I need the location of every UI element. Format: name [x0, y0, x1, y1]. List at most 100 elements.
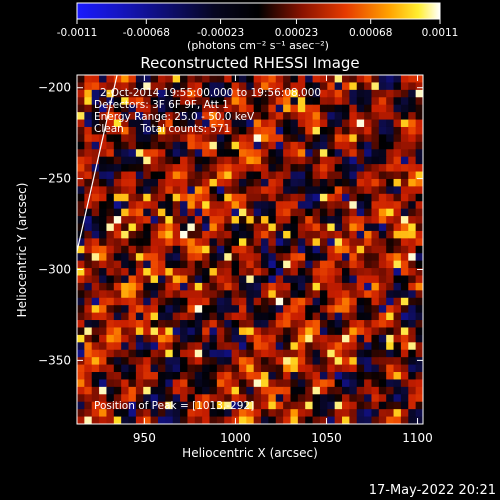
heatmap-cell [77, 416, 85, 424]
heatmap-cell [371, 149, 380, 158]
heatmap-cell [84, 372, 93, 380]
heatmap-cell [180, 89, 188, 98]
heatmap-cell [386, 238, 394, 247]
heatmap-cell [121, 409, 129, 417]
heatmap-cell [187, 186, 196, 195]
heatmap-cell [113, 119, 122, 128]
heatmap-cell [216, 253, 225, 262]
heatmap-cell [157, 342, 166, 351]
heatmap-cell [275, 82, 284, 91]
heatmap-cell [268, 119, 277, 128]
heatmap-cell [143, 386, 152, 395]
heatmap-cell [342, 208, 350, 217]
heatmap-cell [121, 290, 129, 299]
heatmap-cell [121, 312, 129, 321]
heatmap-cell [356, 349, 365, 358]
heatmap-cell [128, 97, 137, 106]
heatmap-cell [305, 357, 313, 365]
heatmap-cell [157, 156, 166, 165]
heatmap-cell [356, 386, 365, 395]
heatmap-cell [356, 290, 365, 299]
heatmap-cell [371, 305, 380, 314]
heatmap-cell [231, 282, 240, 291]
heatmap-cell [290, 119, 299, 128]
heatmap-cell [261, 409, 269, 417]
heatmap-cell [261, 394, 269, 403]
heatmap-cell [202, 164, 210, 172]
heatmap-cell [128, 357, 137, 365]
heatmap-cell [165, 327, 174, 336]
heatmap-cell [150, 208, 159, 217]
colorbar-gradient [76, 2, 441, 20]
heatmap-cell [371, 104, 380, 113]
heatmap-cell [106, 290, 115, 299]
heatmap-cell [253, 216, 262, 224]
heatmap-cell [393, 201, 402, 210]
heatmap-cell [224, 104, 232, 113]
heatmap-cell [84, 201, 93, 210]
heatmap-cell [91, 104, 100, 113]
heatmap-cell [216, 342, 225, 351]
heatmap-cell [334, 208, 343, 217]
heatmap-cell [231, 268, 240, 276]
heatmap-cell [364, 126, 372, 135]
heatmap-cell [268, 245, 277, 254]
heatmap-cell [253, 164, 262, 172]
heatmap-cell [202, 342, 210, 351]
heatmap-cell [143, 156, 152, 165]
heatmap-cell [128, 312, 137, 321]
heatmap-cell [268, 282, 277, 291]
heatmap-cell [253, 82, 262, 91]
heatmap-cell [275, 394, 284, 403]
heatmap-cell [121, 394, 129, 403]
heatmap-cell [99, 312, 107, 321]
heatmap-cell [327, 290, 336, 299]
heatmap-cell [157, 104, 166, 113]
heatmap-cell [231, 178, 240, 187]
colorbar-tick-label: 0.00068 [349, 27, 392, 39]
heatmap-cell [349, 112, 358, 120]
heatmap-cell [91, 193, 100, 202]
heatmap-cell [283, 89, 291, 98]
heatmap-cell [202, 104, 210, 113]
heatmap-cell [378, 312, 387, 321]
heatmap-cell [268, 364, 277, 373]
heatmap-cell [408, 290, 417, 299]
heatmap-cell [84, 208, 93, 217]
heatmap-cell [216, 238, 225, 247]
y-tick-label: −300 [38, 262, 71, 276]
heatmap-cell [77, 82, 85, 91]
heatmap-cell [319, 97, 328, 106]
heatmap-cell [319, 312, 328, 321]
heatmap-cell [172, 394, 181, 403]
heatmap-cell [349, 357, 358, 365]
heatmap-cell [349, 409, 358, 417]
heatmap-cell [135, 89, 144, 98]
heatmap-cell [172, 401, 181, 410]
heatmap-cell [312, 201, 321, 210]
heatmap-cell [128, 171, 137, 180]
heatmap-cell [143, 208, 152, 217]
heatmap-cell [143, 334, 152, 343]
heatmap-cell [327, 126, 336, 135]
heatmap-cell [99, 372, 107, 380]
heatmap-cell [261, 297, 269, 306]
heatmap-cell [135, 290, 144, 299]
heatmap-cell [84, 119, 93, 128]
heatmap-cell [143, 82, 152, 91]
heatmap-cell [364, 334, 372, 343]
heatmap-cell [165, 238, 174, 247]
heatmap-cell [128, 156, 137, 165]
heatmap-cell [224, 327, 232, 336]
heatmap-cell [172, 379, 181, 388]
heatmap-cell [371, 119, 380, 128]
heatmap-cell [415, 409, 423, 417]
heatmap-cell [121, 89, 129, 98]
heatmap-cell [312, 75, 321, 83]
heatmap-cell [231, 372, 240, 380]
heatmap-cell [157, 216, 166, 224]
heatmap-cell [209, 97, 218, 106]
heatmap-cell [180, 238, 188, 247]
heatmap-cell [386, 327, 394, 336]
heatmap-cell [202, 327, 210, 336]
